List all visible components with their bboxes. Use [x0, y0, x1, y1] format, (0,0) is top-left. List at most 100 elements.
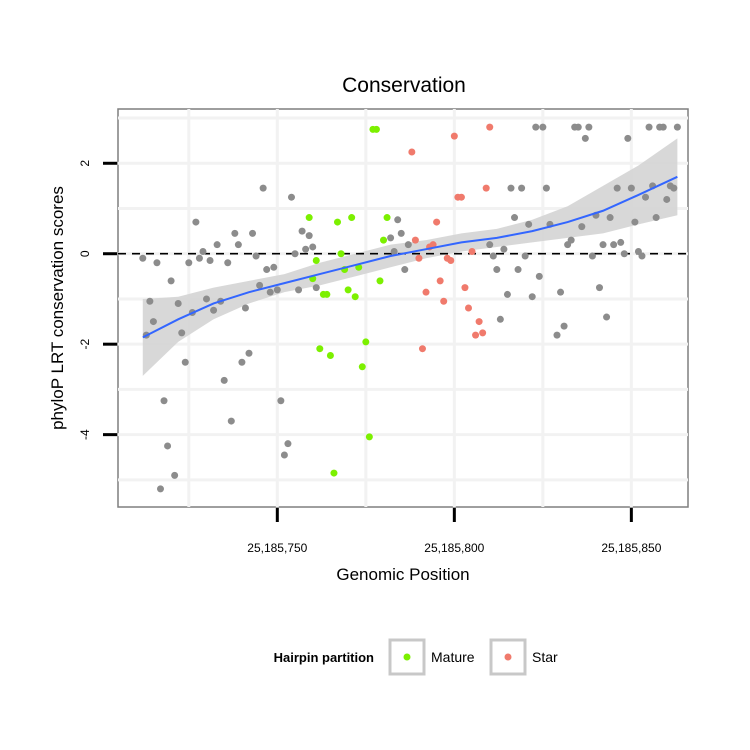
point-star	[468, 247, 476, 255]
point-other	[238, 358, 246, 366]
point-other	[511, 214, 519, 222]
point-other	[266, 288, 274, 296]
point-other	[588, 252, 596, 260]
point-other	[164, 442, 172, 450]
point-star	[450, 132, 458, 140]
point-mature	[337, 250, 345, 258]
point-star	[418, 345, 426, 353]
point-other	[624, 134, 632, 142]
point-other	[146, 297, 154, 305]
point-other	[249, 229, 257, 237]
point-mature	[358, 363, 366, 371]
point-mature	[344, 286, 352, 294]
point-other	[493, 266, 501, 274]
point-other	[387, 234, 395, 242]
point-other	[603, 313, 611, 321]
y-tick-label: -4	[78, 429, 92, 440]
point-other	[645, 123, 653, 131]
point-star	[479, 329, 487, 337]
confidence-band	[142, 138, 678, 376]
point-mature	[330, 469, 338, 477]
point-other	[521, 252, 529, 260]
point-other	[156, 485, 164, 493]
point-other	[298, 227, 306, 235]
legend-swatch-mature	[403, 653, 411, 661]
point-star	[415, 254, 423, 262]
point-other	[489, 252, 497, 260]
point-other	[270, 263, 278, 271]
trend-line-path	[142, 175, 678, 339]
point-mature	[305, 214, 313, 222]
point-other	[599, 241, 607, 249]
point-star	[475, 318, 483, 326]
chart-title: Conservation	[342, 74, 466, 97]
legend-label-star: Star	[532, 649, 558, 665]
y-tick-label: -2	[78, 339, 92, 350]
point-other	[404, 241, 412, 249]
point-mature	[376, 277, 384, 285]
point-mature	[351, 293, 359, 301]
trend-line	[142, 175, 678, 339]
point-star	[486, 123, 494, 131]
point-star	[408, 148, 416, 156]
point-other	[153, 259, 161, 267]
point-other	[206, 257, 214, 265]
point-other	[610, 241, 618, 249]
point-other	[401, 266, 409, 274]
point-mature	[380, 236, 388, 244]
point-other	[210, 306, 218, 314]
point-other	[670, 184, 678, 192]
point-other	[185, 259, 193, 267]
point-other	[224, 259, 232, 267]
legend: Hairpin partition Mature Star	[274, 638, 558, 676]
point-other	[642, 193, 650, 201]
point-star	[472, 331, 480, 339]
point-other	[199, 247, 207, 255]
point-mature	[362, 338, 370, 346]
point-other	[525, 220, 533, 228]
point-other	[273, 286, 281, 294]
point-other	[574, 123, 582, 131]
point-other	[535, 272, 543, 280]
point-other	[287, 193, 295, 201]
y-tick-label: 0	[78, 250, 92, 257]
point-star	[436, 277, 444, 285]
point-other	[280, 451, 288, 459]
y-axis-title: phyloP LRT conservation scores	[48, 186, 67, 430]
point-other	[178, 329, 186, 337]
point-other	[220, 376, 228, 384]
point-other	[171, 471, 179, 479]
point-other	[256, 281, 264, 289]
point-other	[241, 304, 249, 312]
point-other	[581, 134, 589, 142]
point-star	[433, 218, 441, 226]
point-other	[613, 184, 621, 192]
point-other	[496, 315, 504, 323]
point-other	[652, 214, 660, 222]
point-star	[461, 284, 469, 292]
legend-swatch-star	[504, 653, 512, 661]
point-star	[411, 236, 419, 244]
point-other	[263, 266, 271, 274]
point-other	[309, 243, 317, 251]
point-mature	[312, 257, 320, 265]
point-other	[203, 295, 211, 303]
point-other	[305, 232, 313, 240]
point-star	[440, 297, 448, 305]
point-mature	[326, 351, 334, 359]
point-other	[277, 397, 285, 405]
point-other	[606, 214, 614, 222]
point-other	[595, 284, 603, 292]
point-other	[663, 195, 671, 203]
point-other	[503, 290, 511, 298]
point-other	[638, 252, 646, 260]
axes: 25,185,750 25,185,800 25,185,850 -4 -2 0 2	[78, 160, 662, 555]
point-star	[447, 257, 455, 265]
point-other	[312, 284, 320, 292]
x-tick-label: 25,185,800	[424, 541, 484, 555]
point-other	[192, 218, 200, 226]
point-other	[394, 216, 402, 224]
point-other	[557, 288, 565, 296]
point-other	[245, 349, 253, 357]
